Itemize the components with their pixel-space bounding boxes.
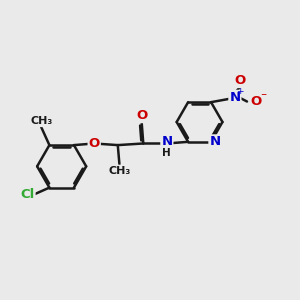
Text: N: N (229, 91, 241, 104)
Text: O: O (88, 137, 100, 150)
Text: H: H (163, 148, 171, 158)
Text: Cl: Cl (20, 188, 34, 201)
Text: N: N (161, 135, 172, 148)
Text: O: O (136, 109, 147, 122)
Text: +: + (236, 87, 243, 96)
Text: O: O (250, 95, 262, 108)
Text: CH₃: CH₃ (108, 166, 130, 176)
Text: CH₃: CH₃ (30, 116, 52, 126)
Text: ⁻: ⁻ (260, 91, 266, 104)
Text: O: O (235, 74, 246, 87)
Text: N: N (209, 135, 220, 148)
